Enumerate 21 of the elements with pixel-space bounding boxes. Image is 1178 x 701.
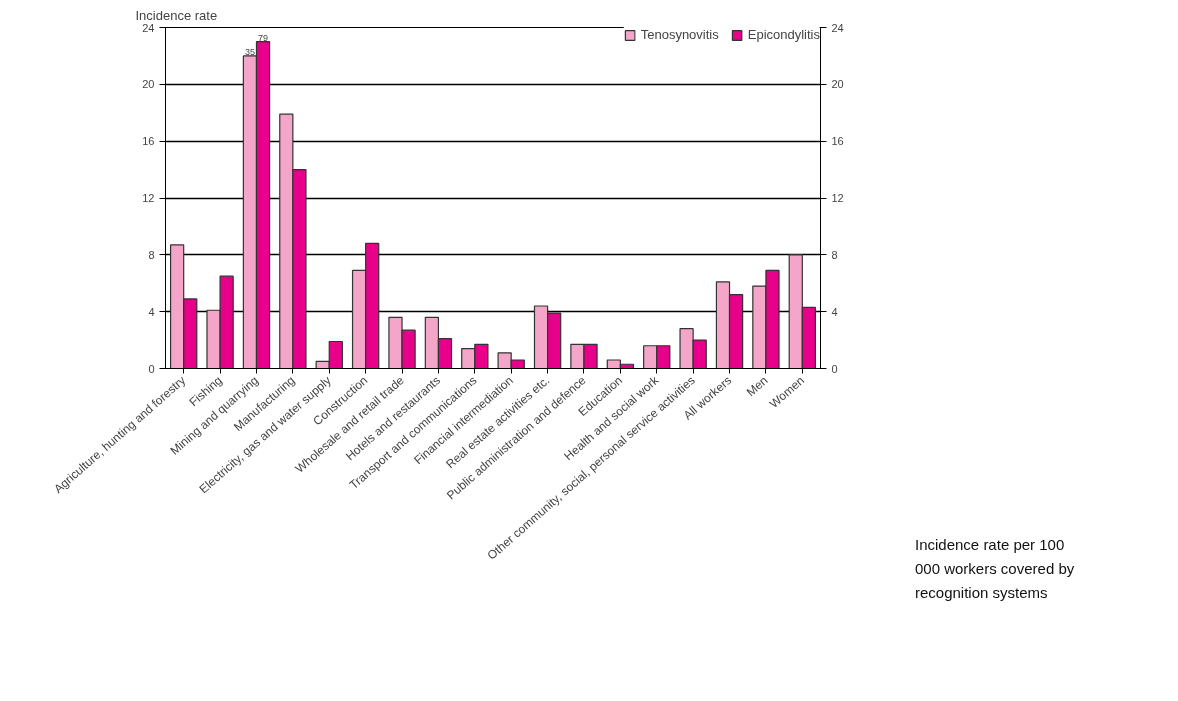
y-axis-title: Incidence rate: [135, 7, 218, 23]
y-tick-label: 24: [142, 21, 155, 34]
y2-tick-label: 16: [831, 135, 844, 148]
text: Incidence rate per 100 000 workers covered by recognition systems: [915, 535, 1076, 603]
y-tick-label: 8: [148, 248, 155, 261]
annotation: 79: [258, 32, 269, 43]
y2-tick-label: 0: [831, 362, 838, 375]
y-tick-label: 4: [148, 305, 155, 318]
y-tick-label: 16: [142, 135, 155, 148]
annotation: 35: [244, 46, 255, 57]
x-tick-label: Men: [743, 373, 771, 400]
y-tick-label: 0: [148, 362, 155, 375]
y2-tick-label: 20: [831, 78, 844, 91]
y2-tick-label: 4: [831, 305, 838, 318]
y2-tick-label: 24: [831, 21, 844, 34]
y2-tick-label: 12: [831, 192, 844, 204]
y-tick-label: 12: [142, 192, 155, 204]
legend-label: Tenosynovitis: [640, 27, 719, 42]
y-tick-label: 20: [142, 78, 155, 91]
y2-tick-label: 8: [831, 248, 838, 261]
legend-label: Epicondylitis: [747, 27, 820, 42]
